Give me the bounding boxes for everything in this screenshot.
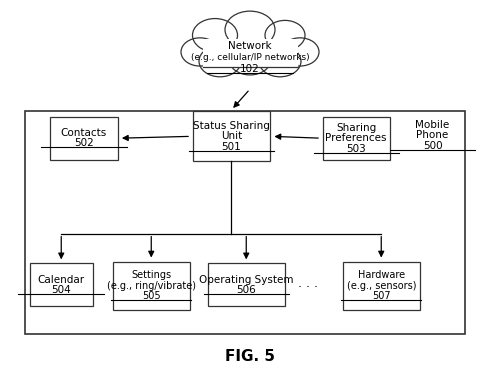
Circle shape (265, 20, 305, 50)
Circle shape (192, 19, 238, 52)
FancyBboxPatch shape (192, 111, 270, 161)
Text: 506: 506 (236, 285, 256, 295)
Text: Unit: Unit (220, 131, 242, 141)
Text: Calendar: Calendar (38, 275, 85, 285)
Text: 102: 102 (240, 64, 260, 73)
FancyBboxPatch shape (208, 263, 285, 306)
Text: 503: 503 (346, 144, 366, 154)
FancyBboxPatch shape (342, 262, 420, 310)
Text: 501: 501 (222, 142, 241, 152)
Text: FIG. 5: FIG. 5 (225, 349, 275, 364)
FancyBboxPatch shape (202, 39, 298, 67)
Text: Sharing: Sharing (336, 123, 376, 133)
Circle shape (225, 11, 275, 48)
Text: Phone: Phone (416, 131, 448, 140)
Circle shape (181, 38, 219, 66)
FancyBboxPatch shape (30, 263, 92, 306)
Text: Hardware: Hardware (358, 270, 405, 280)
Text: 504: 504 (52, 285, 71, 295)
Text: 500: 500 (422, 141, 442, 151)
Text: Network: Network (228, 42, 272, 51)
FancyBboxPatch shape (50, 117, 117, 160)
FancyBboxPatch shape (112, 262, 190, 310)
Text: Preferences: Preferences (326, 133, 387, 143)
Text: 507: 507 (372, 291, 390, 301)
Text: . . .: . . . (298, 277, 318, 290)
Circle shape (259, 46, 301, 77)
Text: (e.g., sensors): (e.g., sensors) (346, 281, 416, 290)
Circle shape (229, 44, 271, 75)
Text: 505: 505 (142, 291, 161, 301)
Text: (e.g., ring/vibrate): (e.g., ring/vibrate) (107, 281, 196, 290)
Text: Status Sharing: Status Sharing (193, 121, 270, 131)
Text: 502: 502 (74, 138, 94, 148)
Text: Operating System: Operating System (199, 275, 294, 285)
Circle shape (199, 46, 241, 77)
Text: Mobile: Mobile (416, 120, 450, 130)
Circle shape (281, 38, 319, 66)
Text: (e.g., cellular/IP networks): (e.g., cellular/IP networks) (190, 53, 310, 62)
Text: Contacts: Contacts (60, 128, 107, 138)
FancyBboxPatch shape (322, 117, 390, 160)
Text: Settings: Settings (131, 270, 172, 280)
